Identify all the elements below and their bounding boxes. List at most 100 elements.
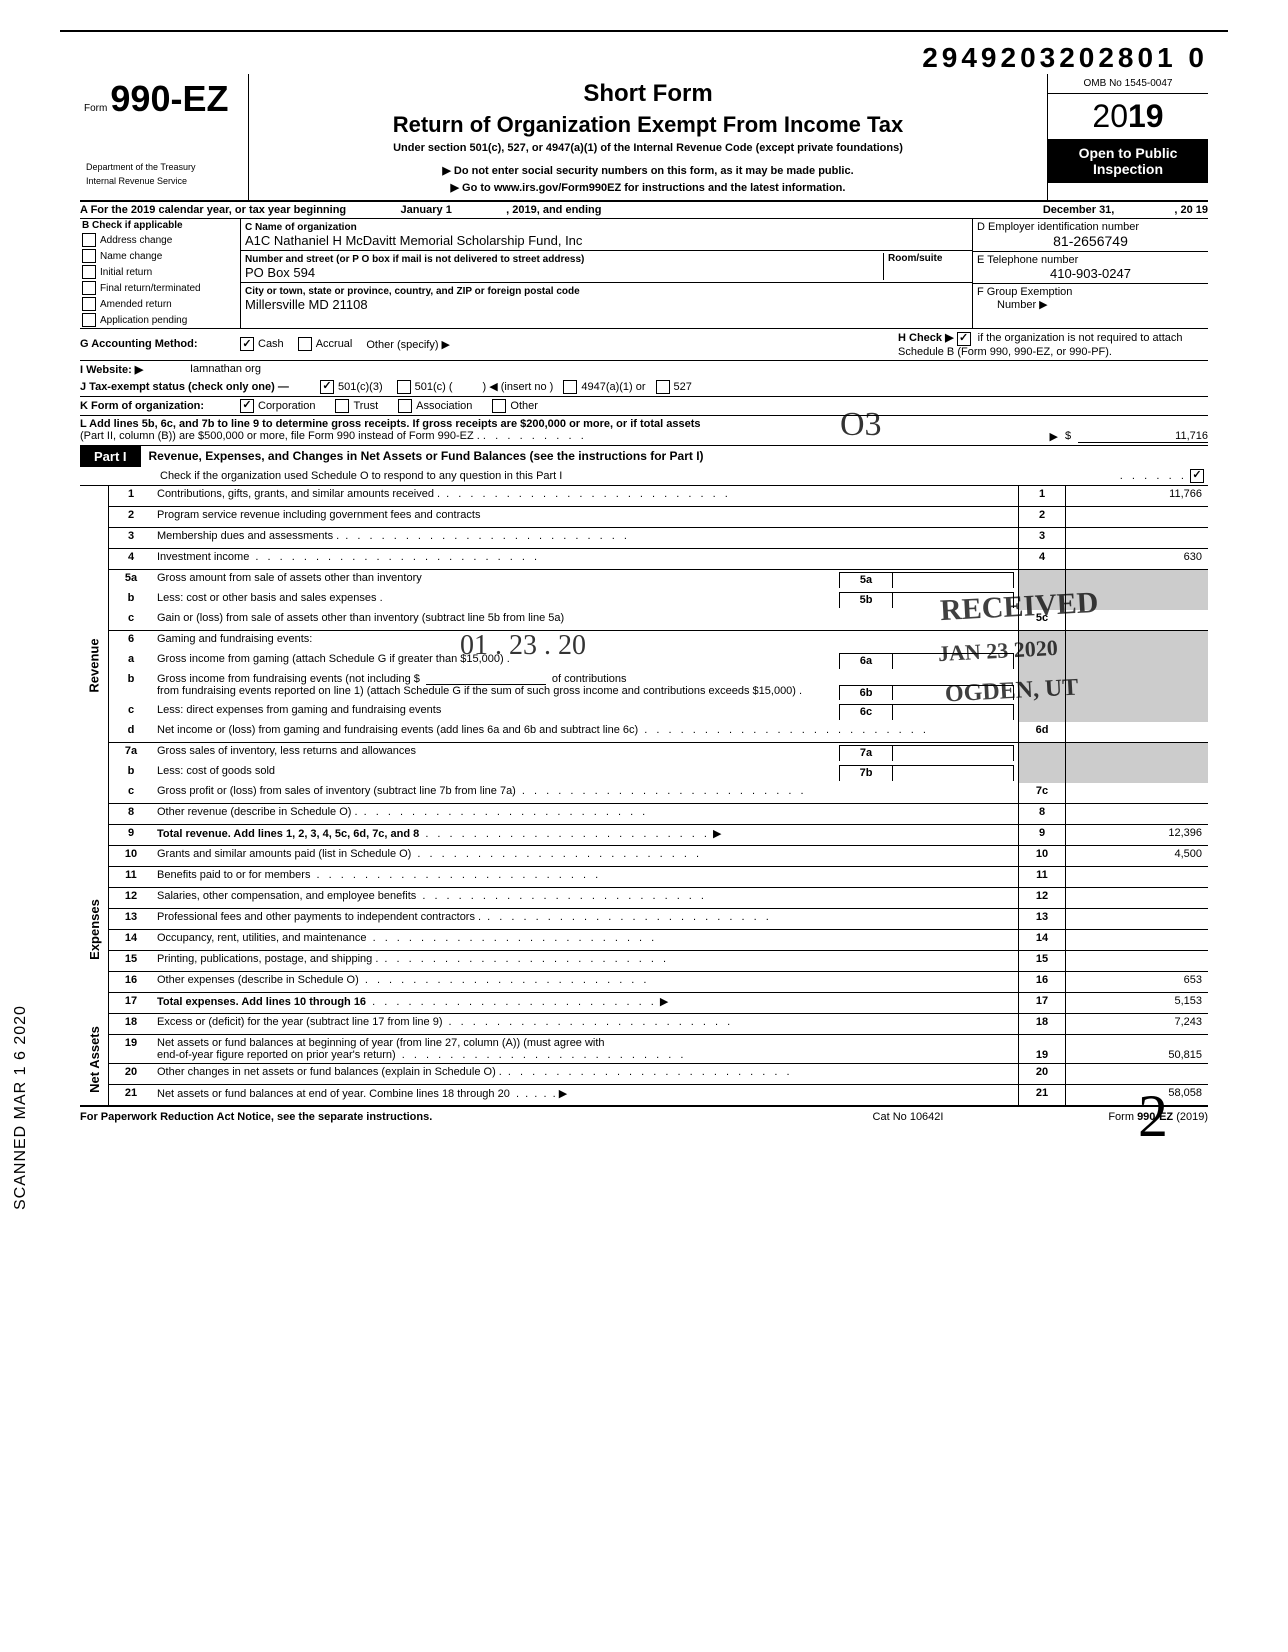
line-16: 16Other expenses (describe in Schedule O… <box>109 972 1208 993</box>
line-2: 2Program service revenue including gover… <box>109 507 1208 528</box>
k-trust: Trust <box>353 400 378 412</box>
line-18: 18Excess or (deficit) for the year (subt… <box>109 1014 1208 1035</box>
b-pending[interactable]: Application pending <box>80 312 240 328</box>
year-bold: 19 <box>1128 98 1164 134</box>
phone: 410-903-0247 <box>977 266 1204 281</box>
part-i-title: Revenue, Expenses, and Changes in Net As… <box>141 449 1208 463</box>
year-box: 2019 <box>1048 94 1208 139</box>
j-label: J Tax-exempt status (check only one) — <box>80 381 320 393</box>
part-i-tag: Part I <box>80 446 141 467</box>
b-addr[interactable]: Address change <box>80 232 240 248</box>
h-cb[interactable] <box>957 332 971 346</box>
col-b: B Check if applicable Address change Nam… <box>80 219 241 328</box>
line-10: 10Grants and similar amounts paid (list … <box>109 846 1208 867</box>
line-11: 11Benefits paid to or for members11 <box>109 867 1208 888</box>
part-i-header: Part I Revenue, Expenses, and Changes in… <box>80 446 1208 467</box>
footer: For Paperwork Reduction Act Notice, see … <box>80 1107 1208 1127</box>
row-gh: G Accounting Method: Cash Accrual Other … <box>80 329 1208 361</box>
k-corp: Corporation <box>258 400 315 412</box>
website: Iamnathan org <box>190 363 261 375</box>
open-public: Open to Public Inspection <box>1048 139 1208 183</box>
form-number: 990-EZ <box>110 78 228 119</box>
l-dollar: $ <box>1058 430 1078 442</box>
b-initial[interactable]: Initial return <box>80 264 240 280</box>
top-rule <box>60 30 1228 32</box>
form-center: Short Form Return of Organization Exempt… <box>249 74 1047 200</box>
open-2: Inspection <box>1050 161 1206 177</box>
line-3: 3Membership dues and assessments .3 <box>109 528 1208 549</box>
b-header: B Check if applicable <box>80 219 240 232</box>
expenses-block: Expenses 10Grants and similar amounts pa… <box>80 846 1208 1014</box>
j-527: 527 <box>674 381 692 393</box>
row-a-label: A For the 2019 calendar year, or tax yea… <box>80 204 346 216</box>
row-k: K Form of organization: Corporation Trus… <box>80 397 1208 416</box>
j-501c-cb[interactable] <box>397 380 411 394</box>
line-21: 21Net assets or fund balances at end of … <box>109 1085 1208 1105</box>
b-amended[interactable]: Amended return <box>80 296 240 312</box>
j-501c3-cb[interactable] <box>320 380 334 394</box>
j-4947-cb[interactable] <box>563 380 577 394</box>
line-1: 1Contributions, gifts, grants, and simil… <box>109 486 1208 507</box>
row-j: J Tax-exempt status (check only one) — 5… <box>80 378 1208 397</box>
j-501c3: 501(c)(3) <box>338 381 383 393</box>
line-6d: dNet income or (loss) from gaming and fu… <box>109 722 1208 743</box>
row-i: I Website: ▶ Iamnathan org <box>80 361 1208 378</box>
k-other: Other <box>510 400 538 412</box>
g-label: G Accounting Method: <box>80 338 240 350</box>
handwritten-o3: O3 <box>840 406 882 444</box>
line-8: 8Other revenue (describe in Schedule O) … <box>109 804 1208 825</box>
year-outline: 20 <box>1092 98 1128 134</box>
g-cash-cb[interactable] <box>240 337 254 351</box>
e-label: E Telephone number <box>977 254 1078 266</box>
row-a-mid2: , 2019, and ending <box>506 204 601 216</box>
j-insert: ) ◀ (insert no ) <box>483 380 554 393</box>
k-trust-cb[interactable] <box>335 399 349 413</box>
ein: 81-2656749 <box>977 233 1204 249</box>
street-label: Number and street (or P O box if mail is… <box>245 254 584 265</box>
signature-mark: 2 <box>1138 1082 1168 1151</box>
part-i-check-text: Check if the organization used Schedule … <box>160 470 1120 482</box>
footer-right: Form 990-EZ (2019) <box>1008 1111 1208 1123</box>
header-scan-number: 2949203202801 0 <box>20 42 1268 74</box>
col-c: C Name of organization A1C Nathaniel H M… <box>241 219 973 328</box>
j-527-cb[interactable] <box>656 380 670 394</box>
part-i-cb[interactable] <box>1190 469 1204 483</box>
street: PO Box 594 <box>245 265 315 280</box>
l-val: 11,716 <box>1078 430 1208 443</box>
line-15: 15Printing, publications, postage, and s… <box>109 951 1208 972</box>
line-14: 14Occupancy, rent, utilities, and mainte… <box>109 930 1208 951</box>
j-501c: 501(c) ( <box>415 381 453 393</box>
i-label: I Website: ▶ <box>80 363 190 376</box>
line-17: 17Total expenses. Add lines 10 through 1… <box>109 993 1208 1014</box>
scanned-stamp: SCANNED MAR 1 6 2020 <box>12 1005 30 1210</box>
line-6c: cLess: direct expenses from gaming and f… <box>109 702 1208 722</box>
k-assoc: Association <box>416 400 472 412</box>
line-5a: 5aGross amount from sale of assets other… <box>109 570 1208 590</box>
row-a-begin: January 1 <box>346 204 506 216</box>
k-assoc-cb[interactable] <box>398 399 412 413</box>
line-7b: bLess: cost of goods sold7b <box>109 763 1208 783</box>
line-4: 4Investment income4630 <box>109 549 1208 570</box>
k-other-cb[interactable] <box>492 399 506 413</box>
omb: OMB No 1545-0047 <box>1048 74 1208 94</box>
open-1: Open to Public <box>1050 145 1206 161</box>
h-label: H Check ▶ <box>898 332 957 344</box>
page: 2949203202801 0 Form 990-EZ Department o… <box>20 30 1268 1127</box>
l-arrow: ▶ <box>1050 430 1058 443</box>
room-label: Room/suite <box>883 253 968 280</box>
part-i-check-row: Check if the organization used Schedule … <box>80 467 1208 485</box>
under-section: Under section 501(c), 527, or 4947(a)(1)… <box>255 142 1041 154</box>
d-label: D Employer identification number <box>977 221 1139 233</box>
f-label-2: Number ▶ <box>977 299 1048 311</box>
k-corp-cb[interactable] <box>240 399 254 413</box>
c-label: C Name of organization <box>245 222 357 233</box>
form-prefix: Form <box>84 103 107 114</box>
g-accrual-cb[interactable] <box>298 337 312 351</box>
line-20: 20Other changes in net assets or fund ba… <box>109 1064 1208 1085</box>
line-9: 9Total revenue. Add lines 1, 2, 3, 4, 5c… <box>109 825 1208 846</box>
dept-1: Department of the Treasury <box>84 160 244 174</box>
b-name[interactable]: Name change <box>80 248 240 264</box>
b-final[interactable]: Final return/terminated <box>80 280 240 296</box>
city-label: City or town, state or province, country… <box>245 286 580 297</box>
short-form: Short Form <box>255 80 1041 108</box>
